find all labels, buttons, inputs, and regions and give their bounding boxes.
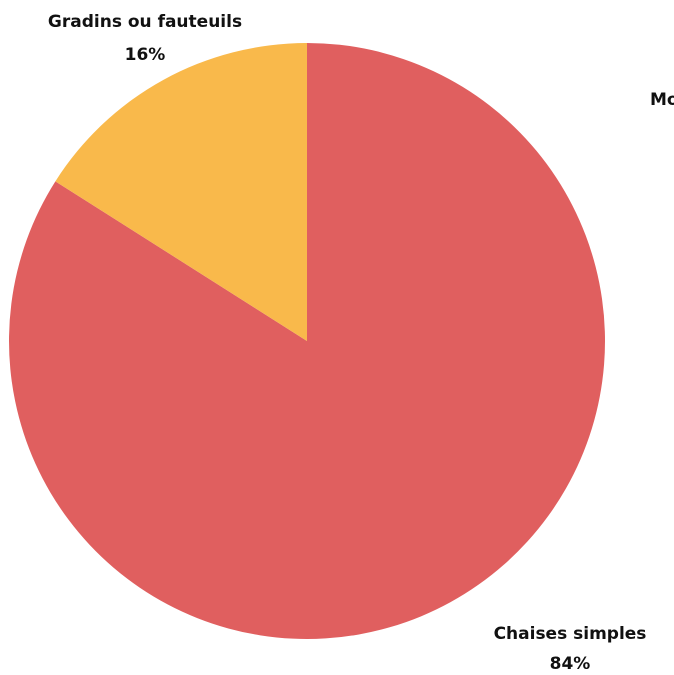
- slice-value-label: 16%: [125, 45, 166, 65]
- slice-value-label: 84%: [550, 654, 591, 674]
- slice-label: Mo: [650, 90, 674, 110]
- slice-label: Chaises simples: [494, 624, 647, 644]
- pie-slice: [55, 43, 308, 341]
- slice-label: Gradins ou fauteuils: [48, 12, 242, 32]
